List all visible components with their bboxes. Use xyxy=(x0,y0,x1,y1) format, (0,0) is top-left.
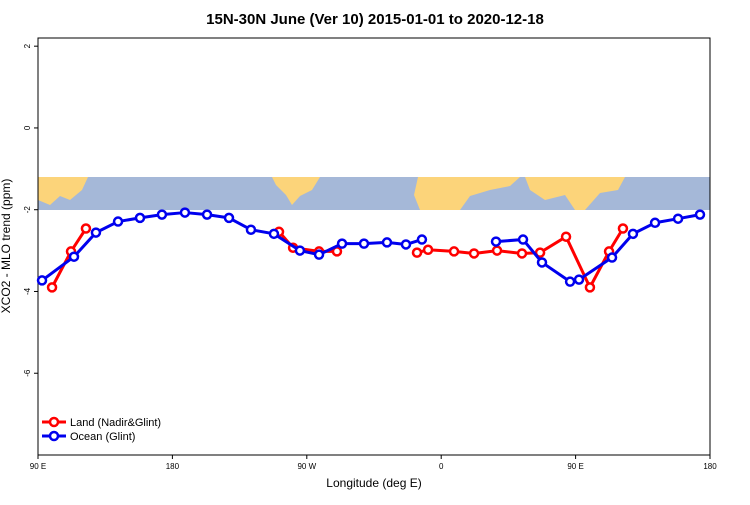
data-point xyxy=(560,231,572,242)
x-axis-label: Longitude (deg E) xyxy=(326,476,421,490)
data-point xyxy=(179,207,191,218)
data-point xyxy=(516,248,528,259)
data-point xyxy=(313,249,325,260)
data-point xyxy=(649,217,661,229)
data-point xyxy=(584,282,596,293)
data-point xyxy=(46,282,58,293)
data-point xyxy=(573,274,585,285)
data-point xyxy=(80,223,92,234)
data-point xyxy=(156,209,168,220)
x-tick-label: 90 E xyxy=(30,462,46,471)
data-point xyxy=(294,245,306,256)
x-tick-label: 90 W xyxy=(297,462,316,471)
data-point xyxy=(400,239,412,250)
data-point xyxy=(536,257,548,268)
data-point xyxy=(422,244,434,256)
y-tick-label: -4 xyxy=(23,287,32,295)
data-point xyxy=(617,223,629,234)
legend-marker xyxy=(48,430,60,442)
legend-label: Land (Nadir&Glint) xyxy=(70,417,161,429)
y-tick-label: 2 xyxy=(23,43,32,48)
x-tick-label: 90 E xyxy=(567,462,583,471)
x-tick-label: 0 xyxy=(439,462,444,471)
data-point xyxy=(606,252,618,263)
data-point xyxy=(416,234,428,245)
y-axis-label: XCO2 - MLO trend (ppm) xyxy=(0,179,13,314)
chart-title: 15N-30N June (Ver 10) 2015-01-01 to 2020… xyxy=(206,11,544,28)
data-point xyxy=(694,209,706,220)
x-tick-label: 180 xyxy=(166,462,180,471)
map-strip xyxy=(38,177,710,210)
data-point xyxy=(112,216,124,227)
legend-label: Ocean (Glint) xyxy=(70,431,135,443)
data-point xyxy=(245,224,257,235)
data-point xyxy=(201,209,213,220)
data-point xyxy=(517,234,529,245)
y-tick-label: -6 xyxy=(23,369,32,377)
data-point xyxy=(68,251,80,262)
data-point xyxy=(448,246,460,257)
data-point xyxy=(90,227,102,238)
legend-marker xyxy=(48,416,60,428)
y-tick-label: 0 xyxy=(23,125,32,130)
data-point xyxy=(381,237,393,248)
y-tick-label: -2 xyxy=(23,206,32,214)
plot-frame xyxy=(37,37,711,456)
data-point xyxy=(564,276,576,287)
data-point xyxy=(223,212,235,224)
data-point xyxy=(534,247,546,258)
data-point xyxy=(134,212,146,224)
data-point xyxy=(358,238,370,249)
data-point xyxy=(672,213,684,224)
data-point xyxy=(490,236,502,247)
data-point xyxy=(491,245,503,256)
data-point xyxy=(36,275,48,286)
legend: Land (Nadir&Glint) Ocean (Glint) xyxy=(42,416,161,443)
data-point xyxy=(336,238,348,249)
x-tick-label: 180 xyxy=(703,462,717,471)
data-point xyxy=(268,228,280,240)
data-point xyxy=(468,248,480,259)
data-point xyxy=(411,247,423,258)
data-point xyxy=(627,228,639,240)
